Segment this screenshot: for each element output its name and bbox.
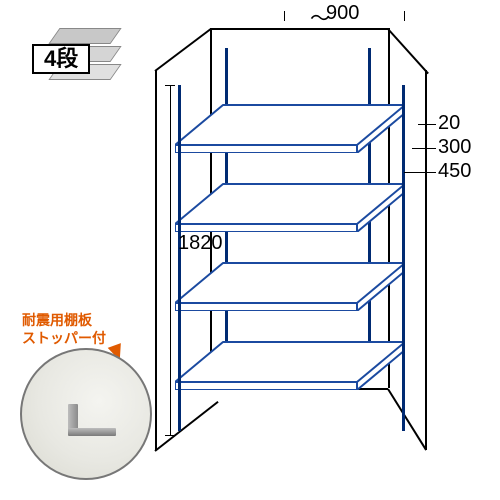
- product-diagram: 4段 ～ 900: [0, 0, 500, 500]
- stopper-detail-circle: [20, 348, 152, 480]
- frame-edge: [155, 70, 157, 450]
- frame-edge: [387, 28, 429, 74]
- stopper-label-line1: 耐震用棚板: [22, 312, 92, 328]
- shelf: [175, 103, 405, 147]
- shelf: [175, 261, 405, 305]
- dim-width-value: 900: [326, 2, 359, 25]
- bracket-icon: [68, 404, 116, 434]
- frame-edge: [154, 401, 218, 452]
- dim-cap: [165, 85, 175, 86]
- shelf: [175, 182, 405, 226]
- dim-line-height: [170, 85, 171, 435]
- dim-cap: [404, 11, 405, 21]
- dim-shelf-thickness: 20: [438, 112, 460, 135]
- support-rail: [178, 85, 181, 431]
- dim-line-depth: [418, 124, 436, 125]
- support-rail: [402, 85, 405, 431]
- tier-badge: 4段: [32, 28, 128, 98]
- dim-line-depth: [404, 172, 436, 173]
- frame-edge: [210, 28, 388, 30]
- frame-edge: [387, 388, 427, 450]
- dim-depth-option-2: 450: [438, 160, 471, 183]
- tier-count-label: 4段: [32, 44, 90, 74]
- dim-height-value: 1820: [178, 232, 223, 255]
- dim-cap: [284, 11, 285, 21]
- stopper-label: 耐震用棚板 ストッパー付: [22, 312, 106, 347]
- frame-edge: [154, 28, 211, 72]
- tier-stack-icon: [48, 28, 121, 44]
- shelf: [175, 340, 405, 384]
- dim-cap: [165, 435, 175, 436]
- stopper-label-line2: ストッパー付: [22, 330, 106, 346]
- dim-depth-option-1: 300: [438, 136, 471, 159]
- frame-edge: [425, 70, 427, 450]
- dim-line-depth: [412, 148, 436, 149]
